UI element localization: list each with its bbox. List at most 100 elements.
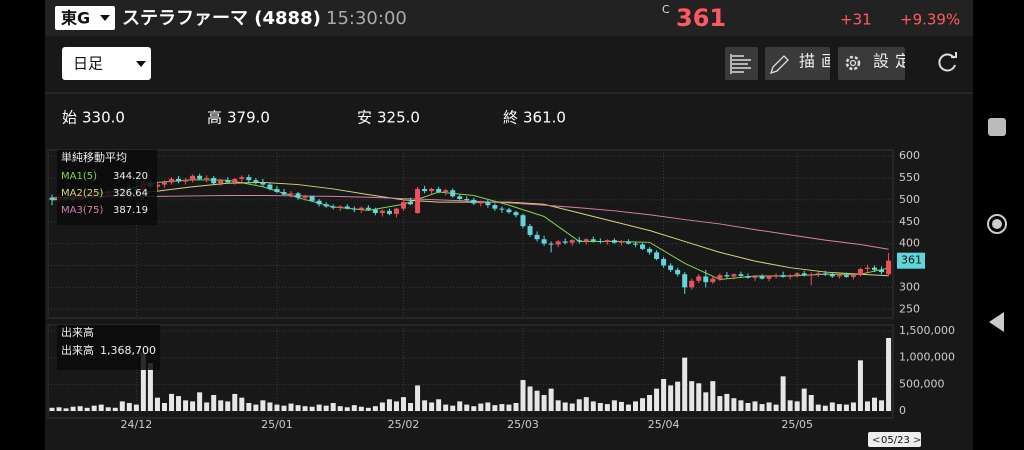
period-selector[interactable] xyxy=(62,47,151,80)
stock-name: ステラファーマ (4888) xyxy=(122,8,321,29)
candle-body xyxy=(780,275,786,277)
candle-body xyxy=(689,280,695,288)
volume-bar xyxy=(84,407,90,411)
volume-bar xyxy=(703,392,709,411)
ma-legend-name: MA1(5) xyxy=(61,171,97,182)
volume-bar xyxy=(225,401,231,411)
candle-body xyxy=(309,196,315,201)
candle-body xyxy=(696,276,702,281)
candle-body xyxy=(161,182,167,185)
candle-body xyxy=(590,239,596,241)
volume-bar xyxy=(675,381,681,411)
ma-legend-value: 344.20 xyxy=(113,171,148,182)
settings-label: 設定 xyxy=(873,52,917,71)
volume-bar xyxy=(70,406,76,411)
candle-body xyxy=(288,193,294,195)
volume-bar xyxy=(864,401,870,411)
header-bar xyxy=(45,0,973,36)
candle-body xyxy=(372,209,378,213)
settings-button[interactable] xyxy=(838,47,905,80)
nav-recents[interactable] xyxy=(988,118,1006,136)
candle-body xyxy=(836,275,842,277)
volume-bar xyxy=(457,401,463,411)
volume-bar xyxy=(161,403,167,411)
refresh-icon[interactable] xyxy=(938,53,956,72)
candle-body xyxy=(316,200,322,205)
candle-body xyxy=(49,197,55,200)
volume-bar xyxy=(759,404,765,411)
ohlc-value: 361.0 xyxy=(523,109,566,127)
candle-body xyxy=(520,215,526,227)
volume-bar xyxy=(372,406,378,411)
volume-bar xyxy=(773,404,779,411)
candle-body xyxy=(534,234,540,240)
volume-tick-label: 0 xyxy=(899,404,906,417)
dropdown-arrow xyxy=(100,15,110,21)
candle-body xyxy=(808,274,814,276)
volume-bar xyxy=(295,405,301,411)
volume-bar xyxy=(738,400,744,411)
volume-bar xyxy=(450,405,456,411)
candle-body xyxy=(492,205,498,209)
candle-body xyxy=(176,178,182,182)
candle-body xyxy=(401,202,406,209)
volume-bar xyxy=(169,393,175,411)
candle-body xyxy=(365,207,371,210)
volume-tick-label: 1,500,000 xyxy=(899,324,955,337)
candle-body xyxy=(857,269,863,276)
volume-bar xyxy=(330,403,336,411)
volume-bar xyxy=(112,407,118,411)
candle-body xyxy=(211,178,217,184)
volume-bar xyxy=(91,405,97,411)
volume-bar xyxy=(710,381,716,411)
candle-body xyxy=(232,178,238,183)
candle-body xyxy=(323,204,329,207)
volume-bar xyxy=(562,402,568,411)
volume-bar xyxy=(569,403,575,411)
volume-bar xyxy=(393,401,399,411)
ohlc-label: 高 xyxy=(207,109,222,127)
candle-body xyxy=(471,199,477,204)
volume-panel xyxy=(47,324,894,419)
volume-bar xyxy=(302,406,308,411)
candle-body xyxy=(647,248,653,253)
nav-home[interactable] xyxy=(987,214,1007,234)
volume-bar xyxy=(654,388,660,411)
candle-body xyxy=(843,275,849,277)
volume-bar xyxy=(787,400,793,411)
x-tick-label: 25/05 xyxy=(781,418,813,431)
volume-bar xyxy=(597,403,603,411)
volume-bar xyxy=(386,399,392,411)
candle-body xyxy=(576,240,582,242)
draw-button[interactable] xyxy=(765,47,830,80)
volume-bar xyxy=(485,402,491,411)
volume-bar xyxy=(555,400,561,411)
ohlc-label: 安 xyxy=(357,109,372,127)
volume-bar xyxy=(464,404,470,411)
volume-bar xyxy=(133,404,139,411)
y-tick-label: 450 xyxy=(899,215,920,228)
volume-bar xyxy=(408,403,414,411)
candle-body xyxy=(555,241,561,245)
gear-icon-center xyxy=(849,59,857,67)
x-tick-label: 25/04 xyxy=(648,418,680,431)
candle-body xyxy=(204,178,210,179)
volume-bar xyxy=(801,388,807,411)
candle-body xyxy=(654,252,660,259)
volume-bar xyxy=(49,407,55,411)
candle-body xyxy=(246,177,252,181)
volume-bar xyxy=(288,403,294,411)
nav-back[interactable] xyxy=(989,312,1004,332)
volume-bar xyxy=(850,402,856,411)
candle-body xyxy=(513,212,519,216)
volume-bar xyxy=(154,397,160,411)
y-tick-label: 250 xyxy=(899,302,920,315)
price-panel xyxy=(47,149,894,319)
cursor-arrow: > xyxy=(913,435,921,446)
ohlc-value: 325.0 xyxy=(377,109,420,127)
volume-bar xyxy=(232,393,238,411)
volume-bar xyxy=(436,399,442,411)
indicator-icon xyxy=(730,54,751,74)
period: 日足 xyxy=(73,55,103,73)
market-selector[interactable] xyxy=(55,6,115,30)
